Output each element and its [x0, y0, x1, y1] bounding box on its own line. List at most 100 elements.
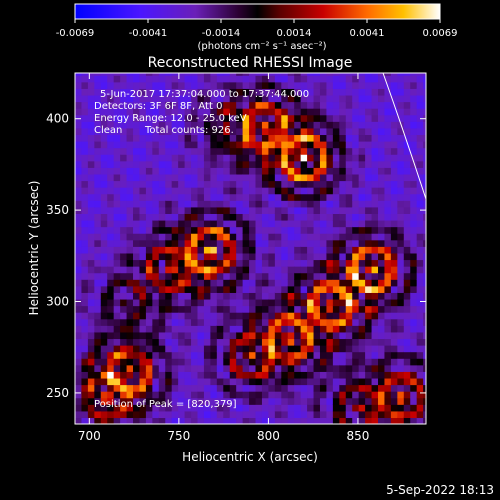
- heatmap-cell: [158, 417, 166, 424]
- heatmap-cell: [281, 397, 289, 405]
- heatmap-cell: [158, 154, 166, 162]
- heatmap-cell: [390, 377, 398, 386]
- heatmap-cell: [139, 404, 147, 412]
- heatmap-cell: [287, 272, 295, 280]
- heatmap-cell: [307, 417, 315, 424]
- heatmap-cell: [416, 219, 424, 228]
- heatmap-cell: [139, 285, 147, 293]
- heatmap-cell: [216, 134, 224, 142]
- heatmap-cell: [145, 200, 153, 208]
- heatmap-cell: [178, 134, 186, 142]
- heatmap-cell: [165, 94, 173, 103]
- peak-position-annotation: Position of Peak = [820,379]: [94, 399, 237, 410]
- heatmap-cell: [100, 147, 108, 155]
- heatmap-cell: [178, 331, 186, 340]
- heatmap-cell: [378, 134, 386, 142]
- heatmap-cell: [378, 187, 386, 195]
- heatmap-cell: [403, 272, 411, 280]
- heatmap-cell: [249, 226, 257, 234]
- heatmap-cell: [87, 160, 95, 168]
- heatmap-cell: [178, 325, 186, 333]
- heatmap-cell: [203, 397, 211, 405]
- heatmap-cell: [191, 200, 199, 208]
- heatmap-cell: [416, 312, 424, 320]
- heatmap-cell: [423, 94, 426, 103]
- heatmap-cell: [403, 213, 411, 221]
- heatmap-cell: [152, 371, 160, 379]
- heatmap-cell: [171, 154, 179, 162]
- heatmap-cell: [171, 233, 179, 241]
- heatmap-cell: [365, 279, 373, 287]
- heatmap-cell: [339, 312, 347, 320]
- heatmap-cell: [249, 318, 257, 326]
- heatmap-cell: [294, 397, 302, 405]
- heatmap-cell: [281, 75, 289, 83]
- heatmap-cell: [236, 377, 244, 386]
- heatmap-cell: [261, 73, 270, 76]
- heatmap-cell: [75, 279, 83, 287]
- heatmap-cell: [87, 88, 95, 96]
- heatmap-cell: [120, 397, 128, 405]
- heatmap-cell: [216, 345, 224, 353]
- heatmap-cell: [287, 246, 295, 254]
- heatmap-cell: [249, 358, 257, 366]
- footer-date: 5-Sep-2022 18:13: [386, 483, 494, 497]
- heatmap-cell: [410, 233, 418, 241]
- heatmap-cell: [223, 233, 231, 241]
- heatmap-cell: [216, 266, 224, 274]
- heatmap-cell: [326, 391, 334, 399]
- heatmap-cell: [236, 410, 244, 419]
- heatmap-cell: [133, 88, 141, 96]
- heatmap-cell: [145, 94, 153, 103]
- heatmap-cell: [255, 114, 263, 122]
- heatmap-cell: [152, 377, 160, 386]
- heatmap-cell: [145, 345, 153, 353]
- heatmap-cell: [410, 259, 418, 267]
- heatmap-cell: [313, 73, 321, 76]
- heatmap-cell: [307, 147, 315, 155]
- heatmap-cell: [223, 193, 231, 201]
- heatmap-cell: [378, 292, 386, 300]
- heatmap-cell: [287, 73, 295, 76]
- heatmap-cell: [158, 81, 166, 89]
- heatmap-cell: [87, 219, 95, 228]
- heatmap-cell: [184, 193, 192, 201]
- heatmap-cell: [365, 193, 373, 201]
- heatmap-cell: [397, 279, 405, 287]
- heatmap-cell: [94, 285, 102, 293]
- heatmap-cell: [332, 272, 340, 280]
- heatmap-cell: [158, 160, 166, 168]
- heatmap-cell: [352, 246, 360, 254]
- heatmap-cell: [416, 226, 424, 234]
- heatmap-cell: [126, 88, 134, 96]
- heatmap-cell: [191, 154, 199, 162]
- heatmap-cell: [281, 338, 289, 346]
- heatmap-cell: [268, 305, 276, 313]
- heatmap-cell: [133, 364, 141, 372]
- heatmap-cell: [274, 305, 282, 313]
- heatmap-cell: [281, 213, 289, 221]
- heatmap-cell: [300, 266, 308, 274]
- heatmap-cell: [87, 226, 95, 234]
- heatmap-cell: [345, 252, 353, 261]
- heatmap-cell: [223, 187, 231, 195]
- heatmap-cell: [423, 81, 426, 89]
- heatmap-cell: [165, 121, 173, 129]
- heatmap-cell: [133, 94, 141, 103]
- heatmap-cell: [268, 75, 276, 83]
- heatmap-cell: [87, 141, 95, 149]
- heatmap-cell: [210, 351, 218, 359]
- heatmap-cell: [145, 173, 153, 182]
- heatmap-cell: [133, 213, 141, 221]
- heatmap-cell: [203, 272, 211, 280]
- heatmap-cell: [203, 141, 211, 149]
- heatmap-cell: [300, 292, 308, 300]
- detectors-annotation: Detectors: 3F 6F 8F, Att 0: [94, 101, 222, 112]
- heatmap-cell: [87, 213, 95, 221]
- heatmap-cell: [403, 147, 411, 155]
- heatmap-cell: [423, 233, 426, 241]
- heatmap-cell: [371, 266, 379, 274]
- heatmap-cell: [210, 73, 218, 76]
- heatmap-cell: [165, 246, 173, 254]
- heatmap-cell: [229, 351, 237, 359]
